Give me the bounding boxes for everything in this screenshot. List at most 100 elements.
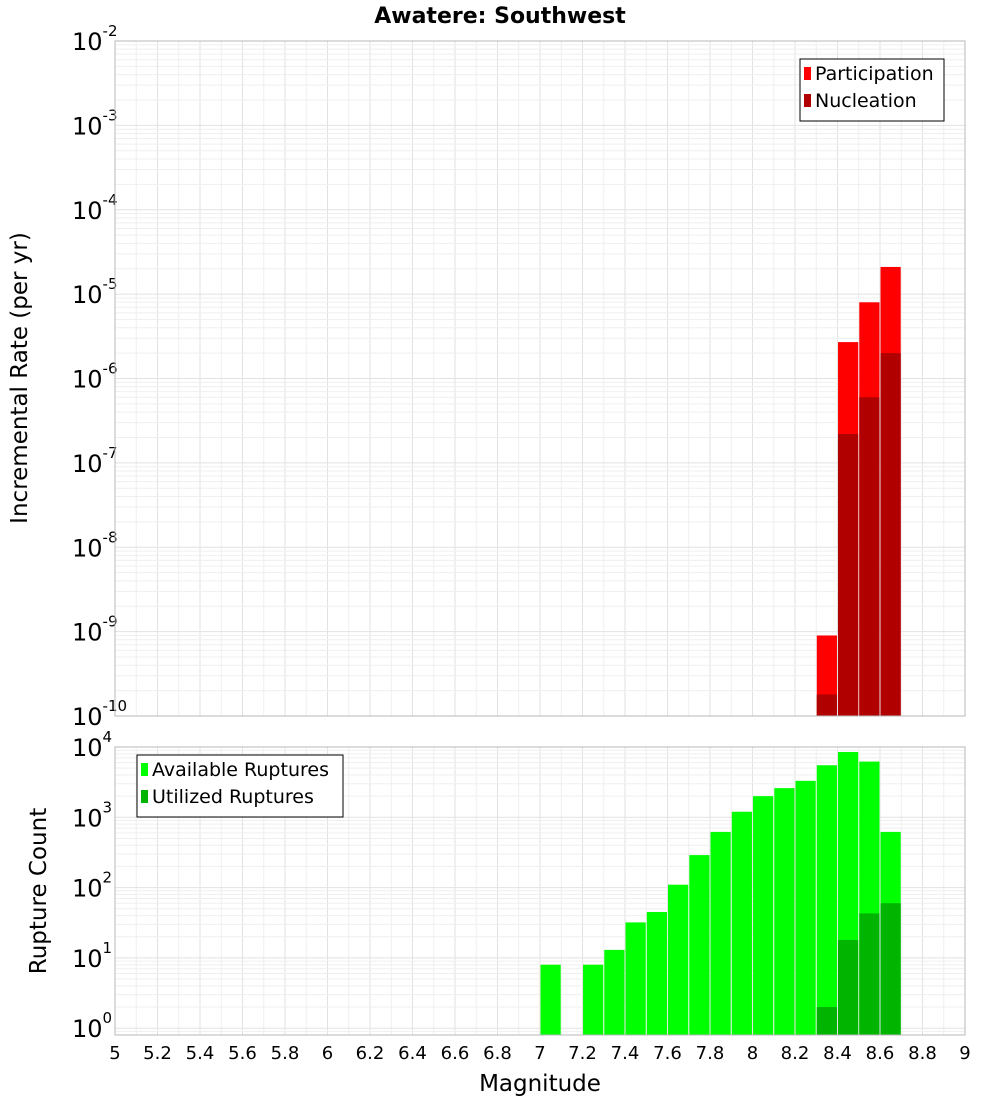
rate-bar-nucleation [859, 397, 880, 716]
count-bar-available-ruptures [710, 831, 731, 1035]
count-bar-available-ruptures [646, 911, 667, 1035]
x-tick-label: 8.2 [781, 1043, 810, 1064]
x-tick-label: 7.2 [568, 1043, 597, 1064]
count-y-tick-mantissa: 10 [72, 945, 103, 973]
count-legend-swatch [141, 763, 148, 776]
rate-legend-label: Participation [815, 63, 934, 85]
count-bar-utilized-ruptures [816, 1007, 837, 1035]
rate-y-tick-label: 10-9 [72, 613, 118, 647]
x-tick-label: 7 [534, 1043, 545, 1064]
rate-y-tick-label: 10-8 [72, 528, 118, 562]
count-legend-swatch [141, 790, 148, 803]
rate-legend-box [799, 58, 945, 122]
x-tick-label: 6.4 [398, 1043, 427, 1064]
count-legend-label: Utilized Ruptures [152, 786, 314, 808]
count-bar-available-ruptures [753, 796, 774, 1035]
x-tick-label: 7.4 [611, 1043, 640, 1064]
x-tick-label: 6 [322, 1043, 333, 1064]
chart-title: Awatere: Southwest [374, 4, 626, 29]
rate-bar-nucleation [816, 694, 837, 716]
x-tick-label: 5 [109, 1043, 120, 1064]
x-tick-label: 8.8 [908, 1043, 937, 1064]
count-bar-utilized-ruptures [880, 903, 901, 1035]
x-tick-label: 8 [747, 1043, 758, 1064]
x-tick-label: 5.6 [228, 1043, 257, 1064]
rate-y-tick-mantissa: 10 [72, 450, 103, 478]
count-bar-available-ruptures [816, 765, 837, 1035]
rate-legend-swatch [804, 67, 811, 80]
x-tick-label: 6.6 [441, 1043, 470, 1064]
rate-y-tick-exponent: -8 [103, 528, 118, 546]
count-bar-available-ruptures [731, 811, 752, 1035]
rate-y-tick-exponent: -9 [103, 613, 118, 631]
rate-y-axis-label: Incremental Rate (per yr) [7, 232, 33, 524]
count-y-tick-exponent: 0 [103, 1009, 113, 1027]
count-y-tick-label: 102 [72, 869, 112, 903]
count-bar-available-ruptures [668, 884, 689, 1035]
count-bar-available-ruptures [774, 788, 795, 1035]
rate-y-tick-mantissa: 10 [72, 619, 103, 647]
count-y-tick-mantissa: 10 [72, 875, 103, 903]
count-bar-utilized-ruptures [859, 913, 880, 1035]
count-bar-available-ruptures [583, 964, 604, 1035]
rate-legend: Participation Nucleation [799, 58, 945, 122]
count-y-tick-label: 100 [72, 1009, 112, 1043]
rate-gridlines [114, 40, 966, 717]
x-tick-label: 7.8 [696, 1043, 725, 1064]
rate-y-tick-exponent: -7 [103, 444, 118, 462]
count-x-ticks: 5 5.2 5.4 5.6 5.8 6 6.2 6.4 6.6 6.8 7 7.2 7.4 7.6 7.8 8… [109, 1043, 970, 1064]
rate-bars [816, 266, 901, 716]
count-y-tick-mantissa: 10 [72, 1015, 103, 1043]
count-y-tick-label: 103 [72, 798, 112, 832]
rate-y-tick-label: 10-5 [72, 275, 118, 309]
count-legend-box [136, 754, 344, 818]
x-tick-label: 6.8 [483, 1043, 512, 1064]
rate-y-tick-exponent: -2 [103, 22, 118, 40]
rate-y-tick-label: 10-6 [72, 360, 118, 394]
count-y-tick-exponent: 4 [103, 728, 113, 746]
count-legend: Available Ruptures Utilized Ruptures [136, 754, 344, 818]
rate-y-tick-exponent: -6 [103, 360, 118, 378]
count-bar-available-ruptures [795, 780, 816, 1035]
x-tick-label: 5.8 [271, 1043, 300, 1064]
rate-y-tick-label: 10-4 [72, 191, 118, 225]
rate-plot-border [114, 40, 966, 717]
rate-legend-swatch [804, 94, 811, 107]
rate-y-tick-mantissa: 10 [72, 112, 103, 140]
rate-y-tick-mantissa: 10 [72, 197, 103, 225]
count-bar-utilized-ruptures [838, 939, 859, 1035]
rate-y-tick-mantissa: 10 [72, 28, 103, 56]
count-y-tick-exponent: 3 [103, 798, 113, 816]
count-y-tick-label: 104 [72, 728, 112, 762]
rate-bar-nucleation [838, 433, 859, 716]
x-tick-label: 8.4 [823, 1043, 852, 1064]
count-bar-available-ruptures [625, 922, 646, 1035]
count-y-tick-label: 101 [72, 939, 112, 973]
rate-y-tick-label: 10-10 [72, 697, 127, 731]
rate-y-tick-exponent: -4 [103, 191, 118, 209]
rate-y-tick-mantissa: 10 [72, 366, 103, 394]
count-legend-label: Available Ruptures [152, 759, 329, 781]
count-bar-available-ruptures [689, 855, 710, 1035]
rate-y-tick-label: 10-3 [72, 106, 118, 140]
count-bar-available-ruptures [540, 964, 561, 1035]
rate-y-tick-label: 10-7 [72, 444, 118, 478]
x-tick-label: 5.4 [186, 1043, 215, 1064]
x-tick-label: 7.6 [653, 1043, 682, 1064]
count-y-tick-exponent: 2 [103, 869, 113, 887]
rate-legend-label: Nucleation [815, 90, 917, 112]
rate-y-tick-label: 10-2 [72, 22, 118, 56]
x-tick-label: 9 [959, 1043, 970, 1064]
x-axis-label: Magnitude [479, 1071, 601, 1097]
count-bar-available-ruptures [604, 949, 625, 1035]
x-tick-label: 5.2 [143, 1043, 172, 1064]
rate-y-tick-mantissa: 10 [72, 703, 103, 731]
count-y-axis-label: Rupture Count [26, 808, 52, 974]
count-plot-border [114, 746, 966, 1036]
x-tick-label: 6.2 [356, 1043, 385, 1064]
x-tick-label: 8.6 [866, 1043, 895, 1064]
rate-y-tick-exponent: -3 [103, 106, 118, 124]
